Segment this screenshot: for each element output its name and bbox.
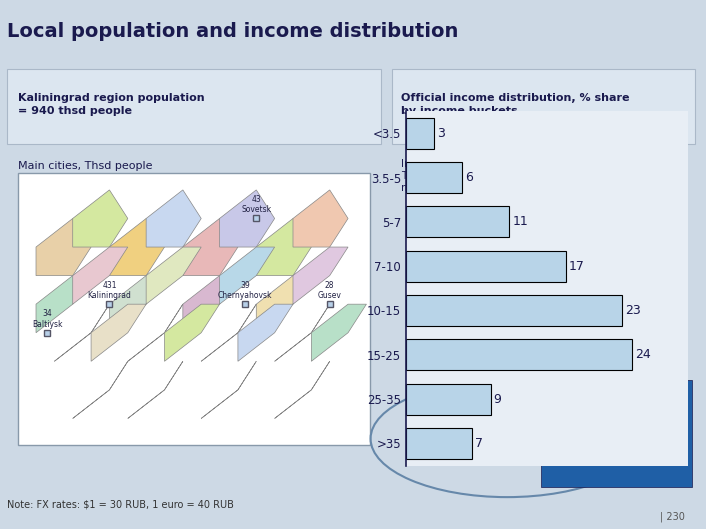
Text: Main cities, Thsd people: Main cities, Thsd people bbox=[18, 161, 152, 171]
Text: 24: 24 bbox=[635, 348, 650, 361]
Text: 40% of local
population have
income level >500
USD/month: 40% of local population have income leve… bbox=[559, 411, 674, 460]
Polygon shape bbox=[128, 361, 183, 418]
Polygon shape bbox=[91, 304, 146, 361]
Text: 34
Baltiysk: 34 Baltiysk bbox=[32, 309, 62, 329]
FancyBboxPatch shape bbox=[7, 69, 381, 144]
Text: 11: 11 bbox=[513, 215, 528, 229]
Bar bbox=[406, 295, 623, 326]
Polygon shape bbox=[36, 218, 91, 276]
FancyBboxPatch shape bbox=[392, 69, 695, 144]
Polygon shape bbox=[73, 361, 128, 418]
Polygon shape bbox=[201, 304, 256, 361]
Text: 23: 23 bbox=[626, 304, 641, 317]
Polygon shape bbox=[220, 190, 275, 247]
Polygon shape bbox=[128, 304, 183, 361]
Polygon shape bbox=[73, 190, 128, 247]
Bar bbox=[406, 162, 462, 193]
Text: 431
Kaliningrad: 431 Kaliningrad bbox=[88, 280, 131, 300]
Text: 17: 17 bbox=[569, 260, 585, 272]
Text: 100% = 940 k people: 100% = 940 k people bbox=[528, 154, 641, 165]
FancyBboxPatch shape bbox=[541, 380, 693, 487]
Polygon shape bbox=[275, 304, 330, 361]
FancyBboxPatch shape bbox=[18, 174, 370, 445]
Text: 9: 9 bbox=[493, 393, 501, 406]
Polygon shape bbox=[54, 304, 109, 361]
Text: | 230: | 230 bbox=[660, 511, 685, 522]
Text: Local population and income distribution: Local population and income distribution bbox=[7, 22, 458, 41]
Polygon shape bbox=[146, 190, 201, 247]
Bar bbox=[406, 118, 434, 149]
Polygon shape bbox=[109, 218, 164, 276]
Text: 7: 7 bbox=[474, 437, 483, 450]
Text: Official income distribution, % share
by income buckets: Official income distribution, % share by… bbox=[401, 93, 630, 116]
Polygon shape bbox=[109, 276, 164, 333]
Polygon shape bbox=[256, 218, 311, 276]
Polygon shape bbox=[164, 304, 220, 361]
Polygon shape bbox=[293, 190, 348, 247]
Polygon shape bbox=[220, 247, 275, 304]
Text: 28
Gusev: 28 Gusev bbox=[318, 280, 342, 300]
Text: 6: 6 bbox=[465, 171, 473, 184]
Bar bbox=[406, 339, 632, 370]
Text: 3: 3 bbox=[437, 127, 445, 140]
Polygon shape bbox=[146, 247, 201, 304]
Text: Note: FX rates: $1 = 30 RUB, 1 euro = 40 RUB: Note: FX rates: $1 = 30 RUB, 1 euro = 40… bbox=[7, 499, 234, 509]
Polygon shape bbox=[73, 247, 128, 304]
Text: 39
Chernyahovsk: 39 Chernyahovsk bbox=[218, 280, 273, 300]
Polygon shape bbox=[183, 276, 238, 333]
Polygon shape bbox=[293, 247, 348, 304]
Text: 43
Sovetsk: 43 Sovetsk bbox=[241, 195, 271, 214]
Polygon shape bbox=[238, 304, 293, 361]
Bar bbox=[406, 428, 472, 459]
Polygon shape bbox=[311, 304, 366, 361]
Polygon shape bbox=[201, 361, 256, 418]
Polygon shape bbox=[183, 218, 238, 276]
Polygon shape bbox=[275, 361, 330, 418]
Text: Income,
Thsd Rub/
month: Income, Thsd Rub/ month bbox=[401, 159, 453, 194]
Text: Kaliningrad region population
= 940 thsd people: Kaliningrad region population = 940 thsd… bbox=[18, 93, 205, 116]
Polygon shape bbox=[36, 276, 91, 333]
Polygon shape bbox=[256, 276, 311, 333]
Bar bbox=[406, 384, 491, 415]
Bar bbox=[406, 251, 566, 281]
Bar bbox=[406, 206, 510, 238]
